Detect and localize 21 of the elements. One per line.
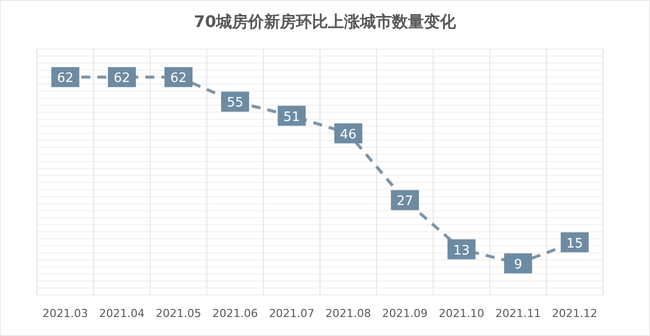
x-tick-label: 2021.05 [156, 307, 202, 320]
data-label: 13 [453, 243, 470, 258]
data-label: 9 [514, 257, 522, 272]
x-tick-label: 2021.09 [382, 307, 428, 320]
data-label: 46 [340, 127, 357, 142]
x-tick-label: 2021.04 [99, 307, 145, 320]
x-tick-label: 2021.03 [42, 307, 88, 320]
data-label: 15 [566, 236, 583, 252]
x-tick-label: 2021.07 [268, 307, 314, 320]
data-label: 51 [283, 110, 300, 125]
data-label: 27 [396, 194, 414, 210]
data-label: 62 [57, 71, 74, 86]
x-tick-label: 2021.11 [495, 307, 541, 320]
chart-title: 70城房价新房环比上涨城市数量变化 [194, 12, 458, 31]
data-label: 62 [114, 71, 130, 86]
data-label: 55 [226, 96, 244, 111]
x-tick-label: 2021.08 [326, 307, 372, 320]
data-label: 62 [170, 71, 187, 86]
x-tick-label: 2021.12 [552, 307, 598, 320]
x-tick-label: 2021.06 [212, 307, 258, 320]
x-tick-label: 2021.10 [438, 307, 484, 320]
